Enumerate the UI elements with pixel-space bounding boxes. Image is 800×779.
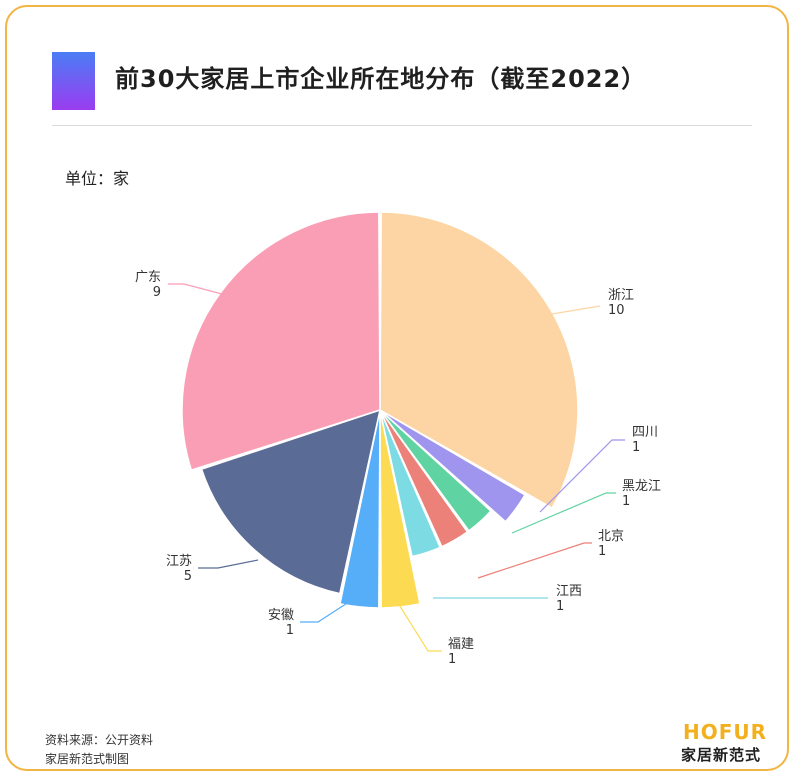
pie-slice-4 bbox=[379, 409, 441, 558]
chart-card: 前30大家居上市企业所在地分布（截至2022） 单位：家 资料来源：公开资料 家… bbox=[5, 5, 789, 771]
slice-label-name: 江西 bbox=[556, 584, 582, 599]
pie-slice-7 bbox=[200, 409, 381, 595]
pie-slice-2 bbox=[379, 409, 492, 532]
slice-label-name: 北京 bbox=[598, 529, 624, 544]
slice-label-name: 四川 bbox=[632, 425, 658, 440]
credit-note: 家居新范式制图 bbox=[45, 752, 130, 766]
slice-label-value: 1 bbox=[622, 494, 630, 509]
pie-slice-0 bbox=[379, 211, 579, 509]
unit-label: 单位：家 bbox=[65, 169, 130, 188]
slice-label-name: 安徽 bbox=[268, 608, 294, 623]
brand-logo-cn: 家居新范式 bbox=[681, 746, 762, 764]
slice-label-value: 10 bbox=[608, 303, 625, 318]
slice-label-name: 广东 bbox=[135, 270, 161, 285]
leader-line-5 bbox=[397, 602, 442, 652]
page-title: 前30大家居上市企业所在地分布（截至2022） bbox=[115, 65, 647, 93]
slice-label-value: 5 bbox=[184, 569, 192, 584]
slice-label-value: 1 bbox=[448, 652, 456, 667]
slice-label-value: 9 bbox=[153, 285, 161, 300]
slice-label-name: 浙江 bbox=[608, 288, 634, 303]
leader-line-7 bbox=[198, 559, 259, 569]
leader-line-0 bbox=[551, 305, 601, 315]
slice-label-value: 1 bbox=[632, 440, 640, 455]
pie-slice-1 bbox=[379, 409, 526, 523]
pie-slice-3 bbox=[379, 409, 469, 548]
leader-line-6 bbox=[300, 599, 353, 623]
pie-slice-6 bbox=[339, 409, 381, 609]
leader-line-2 bbox=[511, 492, 616, 534]
slice-label-name: 福建 bbox=[448, 637, 474, 652]
title-accent-bar bbox=[52, 52, 95, 110]
brand-logo-en: HOFUR bbox=[683, 720, 768, 744]
slice-label-value: 1 bbox=[286, 623, 294, 638]
leader-line-8 bbox=[168, 283, 223, 295]
slice-label-value: 1 bbox=[556, 599, 564, 614]
slice-label-value: 1 bbox=[598, 544, 606, 559]
title-divider bbox=[52, 125, 752, 126]
leader-line-1 bbox=[539, 439, 625, 513]
source-note: 资料来源：公开资料 bbox=[45, 733, 154, 747]
slice-label-name: 江苏 bbox=[166, 553, 192, 569]
slice-label-name: 黑龙江 bbox=[622, 479, 661, 494]
leader-line-3 bbox=[477, 542, 592, 579]
